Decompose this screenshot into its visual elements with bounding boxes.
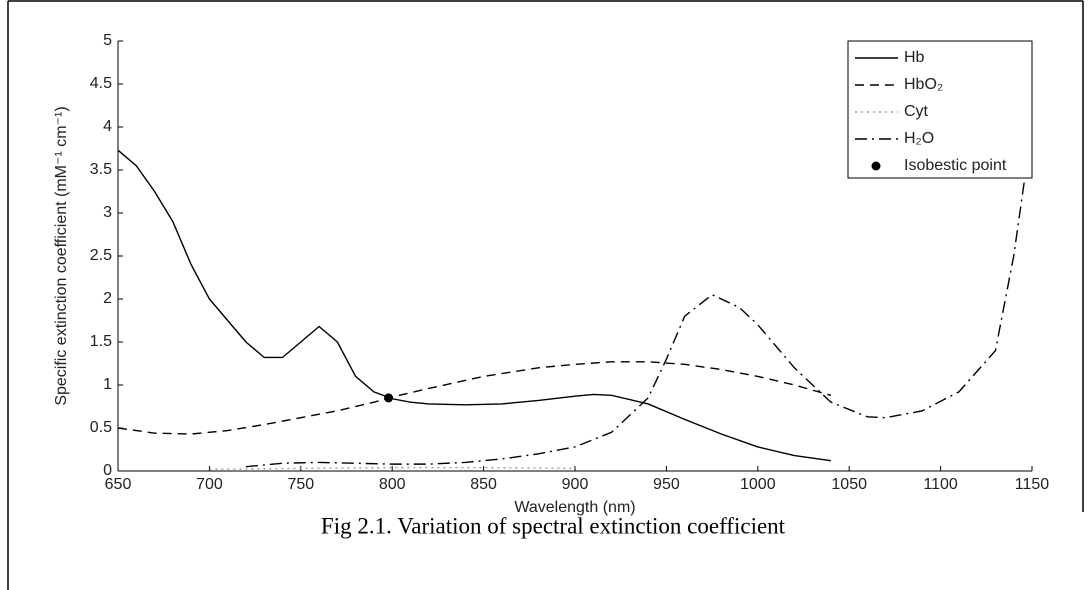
series-line xyxy=(117,149,832,462)
y-tick-label: 2 xyxy=(103,290,112,307)
y-tick-label: 4.5 xyxy=(90,75,112,92)
x-tick-label: 950 xyxy=(653,476,680,493)
y-tick-label: 0.5 xyxy=(90,419,112,436)
x-tick-label: 850 xyxy=(470,476,497,493)
x-tick-label: 900 xyxy=(562,476,589,493)
y-tick-label: 3.5 xyxy=(90,161,112,178)
x-tick-label: 1100 xyxy=(923,476,958,493)
legend-marker xyxy=(871,161,881,171)
series-line xyxy=(245,126,1033,468)
y-tick-label: 2.5 xyxy=(90,247,112,264)
series-line xyxy=(117,361,832,435)
x-tick-label: 750 xyxy=(287,476,314,493)
y-tick-label: 4 xyxy=(103,118,112,135)
y-tick-label: 5 xyxy=(103,32,112,49)
y-axis-label: Specific extinction coefficient (mM⁻¹ cm… xyxy=(53,106,70,405)
y-tick-label: 1.5 xyxy=(90,333,112,350)
legend-label: Hb xyxy=(904,49,925,66)
y-tick-label: 0 xyxy=(103,462,112,479)
isobestic-point xyxy=(384,393,394,403)
caption: Fig 2.1. Variation of spectral extinctio… xyxy=(321,513,786,538)
legend-label: Isobestic point xyxy=(904,157,1007,174)
legend-label: H₂O xyxy=(904,130,934,147)
y-tick-label: 1 xyxy=(103,376,112,393)
y-tick-label: 3 xyxy=(103,204,112,221)
x-tick-label: 650 xyxy=(105,476,132,493)
legend-box xyxy=(847,40,1033,179)
x-tick-label: 1150 xyxy=(1015,476,1050,493)
x-tick-label: 1000 xyxy=(740,476,776,493)
legend-label: HbO₂ xyxy=(904,76,943,93)
legend-label: Cyt xyxy=(904,103,929,120)
x-axis-label: Wavelength (nm) xyxy=(514,499,635,516)
x-tick-label: 800 xyxy=(379,476,406,493)
x-tick-label: 700 xyxy=(196,476,223,493)
series-line xyxy=(209,466,576,470)
x-tick-label: 1050 xyxy=(831,476,867,493)
